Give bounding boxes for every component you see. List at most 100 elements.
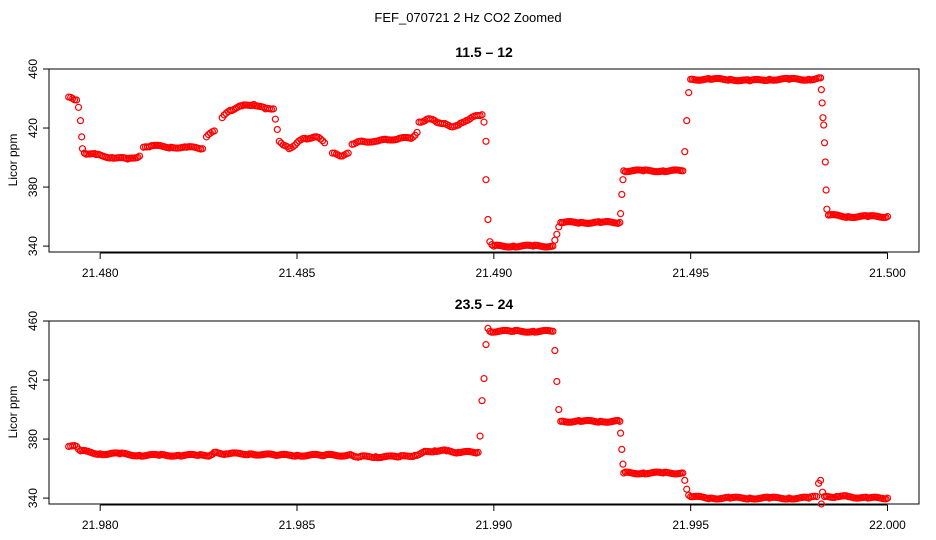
x-tick-label: 22.000 xyxy=(869,518,906,532)
data-point xyxy=(817,500,825,508)
data-point xyxy=(813,493,821,501)
data-point xyxy=(198,145,207,153)
x-tick-label: 21.485 xyxy=(279,266,316,280)
panel-2-title: 23.5 – 24 xyxy=(455,296,514,312)
data-point xyxy=(618,445,626,453)
data-point xyxy=(616,210,625,218)
data-point xyxy=(555,405,563,414)
panel-1-y-axis-label: Licor ppm xyxy=(6,134,20,187)
data-point xyxy=(482,137,490,145)
data-point xyxy=(482,341,490,349)
data-point xyxy=(616,218,624,227)
data-point xyxy=(821,158,829,166)
data-point xyxy=(551,346,559,355)
x-tick-label: 21.500 xyxy=(869,266,906,280)
data-point xyxy=(553,377,561,386)
x-tick-label: 21.985 xyxy=(279,518,316,532)
data-point xyxy=(317,135,325,143)
panel-2-y-axis: 340 380 420 460 xyxy=(26,311,50,508)
panel-1-title: 11.5 – 12 xyxy=(455,44,513,60)
x-tick-label: 21.480 xyxy=(82,266,119,280)
panel-1-y-axis: 340 380 420 460 xyxy=(26,59,50,256)
data-point xyxy=(271,115,279,123)
data-point xyxy=(679,469,687,477)
data-point xyxy=(819,114,827,122)
y-tick-label: 420 xyxy=(26,118,40,138)
data-point xyxy=(619,176,627,184)
y-tick-label: 460 xyxy=(26,311,40,331)
data-point xyxy=(553,230,561,238)
y-tick-label: 380 xyxy=(26,177,40,197)
data-point xyxy=(818,488,827,496)
data-point xyxy=(816,74,825,82)
data-point xyxy=(431,117,439,125)
data-point xyxy=(683,485,691,493)
data-point xyxy=(78,145,87,153)
data-point xyxy=(681,148,689,156)
data-point xyxy=(551,236,559,244)
data-point xyxy=(681,476,689,484)
data-point xyxy=(616,417,624,425)
x-tick-label: 21.995 xyxy=(672,518,709,532)
plot-panel-2: 23.5 – 24 Licor ppm 21.980 21.985 21.990 21… xyxy=(6,296,920,532)
data-point xyxy=(269,105,277,113)
data-point xyxy=(555,223,563,231)
data-point xyxy=(480,118,488,126)
x-tick-label: 21.490 xyxy=(475,266,512,280)
data-point xyxy=(549,327,557,335)
data-point xyxy=(289,142,297,151)
data-point xyxy=(818,99,826,107)
panel-1-plot-frame xyxy=(48,68,920,253)
data-point xyxy=(685,89,693,97)
data-point xyxy=(320,139,329,147)
data-point xyxy=(474,448,482,456)
data-point xyxy=(413,128,421,137)
data-point xyxy=(618,190,626,199)
y-tick-label: 340 xyxy=(26,236,40,256)
data-point xyxy=(134,153,142,161)
plot-panel-1: 11.5 – 12 Licor ppm 21.480 21.485 21.490 21… xyxy=(6,44,920,280)
data-point xyxy=(816,476,825,484)
data-point xyxy=(135,152,144,160)
data-point xyxy=(488,241,496,249)
data-point xyxy=(823,205,831,213)
panel-2-y-axis-label: Licor ppm xyxy=(6,386,20,439)
data-point xyxy=(478,111,486,119)
y-tick-label: 340 xyxy=(26,488,40,508)
y-tick-label: 420 xyxy=(26,370,40,390)
data-point xyxy=(478,397,486,405)
panel-2-plot-frame xyxy=(48,320,920,505)
data-point xyxy=(210,127,218,135)
data-point xyxy=(275,137,283,145)
data-point xyxy=(344,149,352,157)
panel-2-x-axis: 21.980 21.985 21.990 21.995 22.000 xyxy=(82,504,906,532)
panel-2-data-points xyxy=(65,324,892,508)
data-point xyxy=(480,374,488,383)
data-point xyxy=(820,121,828,129)
data-point xyxy=(883,212,892,221)
data-point xyxy=(822,186,830,194)
panel-1-x-axis: 21.480 21.485 21.490 21.495 21.500 xyxy=(82,252,906,280)
data-point xyxy=(78,133,86,141)
data-point xyxy=(72,96,81,104)
y-tick-label: 380 xyxy=(26,429,40,449)
data-point xyxy=(679,167,687,175)
data-point xyxy=(619,460,627,468)
data-point xyxy=(683,117,691,125)
x-tick-label: 21.990 xyxy=(475,518,512,532)
y-tick-label: 460 xyxy=(26,59,40,79)
data-point xyxy=(476,432,484,440)
data-point xyxy=(817,86,825,94)
x-tick-label: 21.495 xyxy=(672,266,709,280)
x-tick-label: 21.980 xyxy=(82,518,119,532)
data-point xyxy=(409,133,417,141)
figure-title: FEF_070721 2 Hz CO2 Zoomed xyxy=(374,10,561,25)
data-point xyxy=(76,117,85,125)
data-point xyxy=(820,139,829,147)
data-point xyxy=(74,103,83,111)
data-point xyxy=(484,215,492,224)
panel-1-data-points xyxy=(65,74,892,251)
data-point xyxy=(319,137,327,145)
data-point xyxy=(883,494,892,502)
